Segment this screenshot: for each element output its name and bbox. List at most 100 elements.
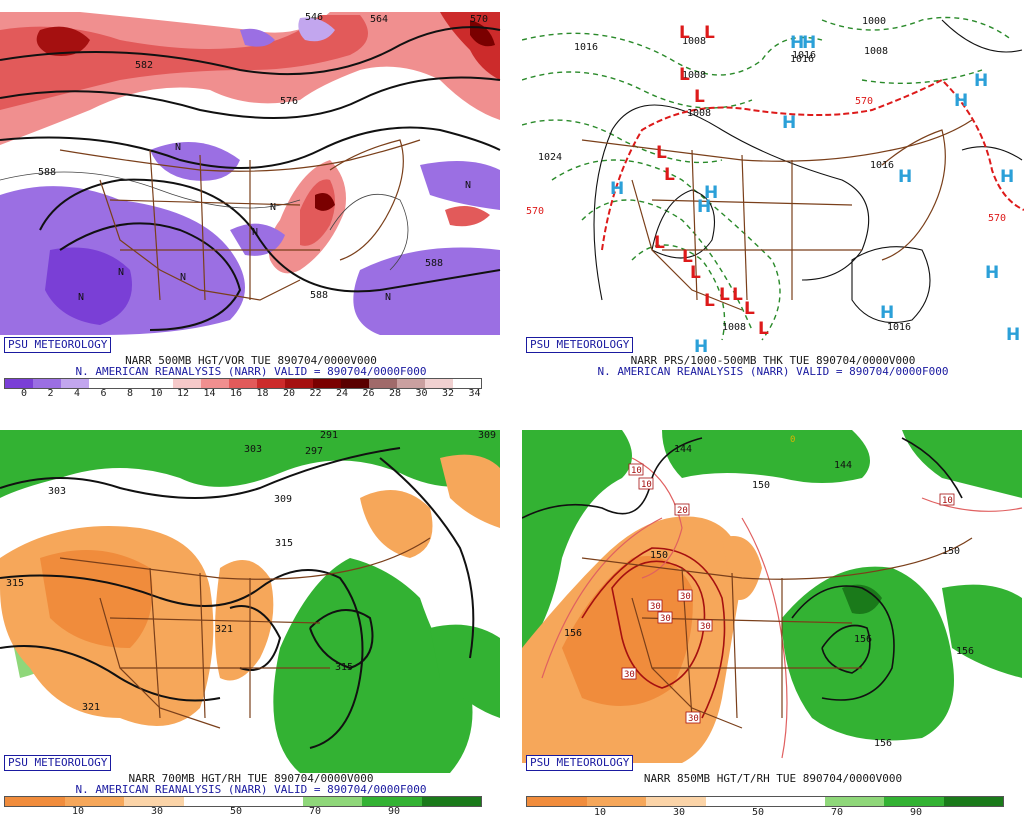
credit-label: PSU METEOROLOGY <box>526 337 634 353</box>
svg-text:L: L <box>719 285 730 305</box>
legend-tick: 14 <box>203 388 216 399</box>
legend-swatch <box>201 379 229 388</box>
pressure-label: 1008 <box>864 46 888 57</box>
svg-text:L: L <box>656 143 667 163</box>
label-n: N <box>118 267 124 278</box>
svg-text:L: L <box>690 263 701 283</box>
svg-text:H: H <box>694 337 708 355</box>
thickness-label-570: 570 <box>988 213 1006 224</box>
height-label: 321 <box>215 624 233 635</box>
height-label: 309 <box>478 430 496 441</box>
panel-title: NARR 500MB HGT/VOR TUE 890704/0000V000 <box>125 354 377 367</box>
legend-tick: 70 <box>830 807 844 818</box>
label-582: 582 <box>135 60 153 71</box>
svg-text:L: L <box>694 87 705 107</box>
svg-text:10: 10 <box>942 496 953 506</box>
legend-tick: 10 <box>593 807 607 818</box>
label-564: 564 <box>370 14 388 25</box>
dataset-title: N. AMERICAN REANALYSIS (NARR) VALID = 89… <box>75 365 427 378</box>
legend-tick: 50 <box>751 807 765 818</box>
height-label: 150 <box>942 546 960 557</box>
legend-tick: 90 <box>387 806 401 817</box>
label-n: N <box>252 227 258 238</box>
legend-swatch <box>285 379 313 388</box>
legend-swatch <box>765 797 825 806</box>
legend-tick: 22 <box>309 388 322 399</box>
svg-text:10: 10 <box>641 480 652 490</box>
svg-text:L: L <box>758 319 769 339</box>
legend-tick: 26 <box>362 388 375 399</box>
svg-text:30: 30 <box>650 602 661 612</box>
thickness-label-570: 570 <box>526 206 544 217</box>
label-n: N <box>175 142 181 153</box>
legend-swatch <box>824 797 884 806</box>
legend-swatch <box>61 379 89 388</box>
svg-text:L: L <box>704 23 715 43</box>
pressure-label: 1016 <box>574 42 598 53</box>
height-label: 156 <box>854 634 872 645</box>
svg-text:H: H <box>1000 167 1014 187</box>
legend-swatch <box>943 797 1003 806</box>
legend-swatch <box>646 797 706 806</box>
legend-tick: 28 <box>388 388 402 399</box>
label-n: N <box>465 180 471 191</box>
legend-tick: 18 <box>256 388 269 399</box>
panel-500mb-vorticity: 582 588 588 588 546 564 570 576 N N N N … <box>0 0 502 400</box>
svg-text:30: 30 <box>700 622 711 632</box>
svg-text:H: H <box>782 113 796 133</box>
map-850mb-temperature-humidity: 144 144 150 150 156 156 156 156 150 10 1… <box>522 418 1024 773</box>
legend-tick: 30 <box>150 806 164 817</box>
height-label: 303 <box>48 486 66 497</box>
pressure-label: 1016 <box>792 50 816 61</box>
svg-text:L: L <box>679 65 690 85</box>
panel-surface-pressure-thickness: 1016 1008 1008 1008 1016 1000 1008 1024 … <box>522 0 1024 400</box>
pressure-label: 1016 <box>790 54 814 65</box>
map-700mb-humidity: 303 303 309 315 315 321 321 315 297 291 … <box>0 418 502 773</box>
svg-text:H: H <box>790 33 804 53</box>
height-label: 297 <box>305 446 323 457</box>
dataset-title: N. AMERICAN REANALYSIS (NARR) VALID = 89… <box>75 783 427 796</box>
credit-label: PSU METEOROLOGY <box>4 337 112 353</box>
legend-tick: 2 <box>47 388 54 399</box>
legend-swatch <box>586 797 646 806</box>
height-label: 291 <box>320 430 338 441</box>
temperature-labels: 10 10 10 20 30 30 30 30 30 30 <box>621 463 955 724</box>
svg-text:30: 30 <box>680 592 691 602</box>
label-570: 570 <box>470 14 488 25</box>
legend-swatch <box>89 379 117 388</box>
pressure-label: 1008 <box>687 108 711 119</box>
legend-tick: 4 <box>73 388 81 399</box>
label-588: 588 <box>38 167 56 178</box>
legend-tick: 12 <box>176 388 190 399</box>
svg-text:L: L <box>704 291 715 311</box>
dataset-title: N. AMERICAN REANALYSIS (NARR) VALID = 89… <box>597 365 949 378</box>
pressure-label: 1008 <box>682 36 706 47</box>
panel-title: NARR 700MB HGT/RH TUE 890704/0000V000 <box>128 772 374 785</box>
svg-text:30: 30 <box>624 670 635 680</box>
height-label: 156 <box>956 646 974 657</box>
legend-tick: 16 <box>229 388 243 399</box>
pressure-label: 1016 <box>870 160 894 171</box>
pressure-label: 1008 <box>722 322 746 333</box>
legend-swatch <box>453 379 481 388</box>
height-label: 303 <box>244 444 262 455</box>
panel-850mb-temperature-humidity: 144 144 150 150 156 156 156 156 150 10 1… <box>522 418 1024 818</box>
label-588: 588 <box>425 258 443 269</box>
panel-title: NARR 850MB HGT/T/RH TUE 890704/0000V000 <box>643 772 903 785</box>
svg-text:L: L <box>664 165 675 185</box>
legend-swatch <box>257 379 285 388</box>
low-centers: L L L L L L L L L L L L L L <box>654 23 769 339</box>
legend-swatch <box>243 797 303 806</box>
height-label: 156 <box>874 738 892 749</box>
svg-text:H: H <box>880 303 894 323</box>
map-surface-pressure: 1016 1008 1008 1008 1016 1000 1008 1024 … <box>522 0 1024 355</box>
legend-swatch <box>425 379 453 388</box>
legend-tick: 10 <box>150 388 163 399</box>
legend-tick: 32 <box>441 388 455 399</box>
height-label: 144 <box>834 460 852 471</box>
svg-text:L: L <box>682 247 693 267</box>
svg-text:H: H <box>954 91 968 111</box>
legend-tick: 30 <box>415 388 428 399</box>
map-500mb-vorticity: 582 588 588 588 546 564 570 576 N N N N … <box>0 0 502 355</box>
height-label: 144 <box>674 444 692 455</box>
